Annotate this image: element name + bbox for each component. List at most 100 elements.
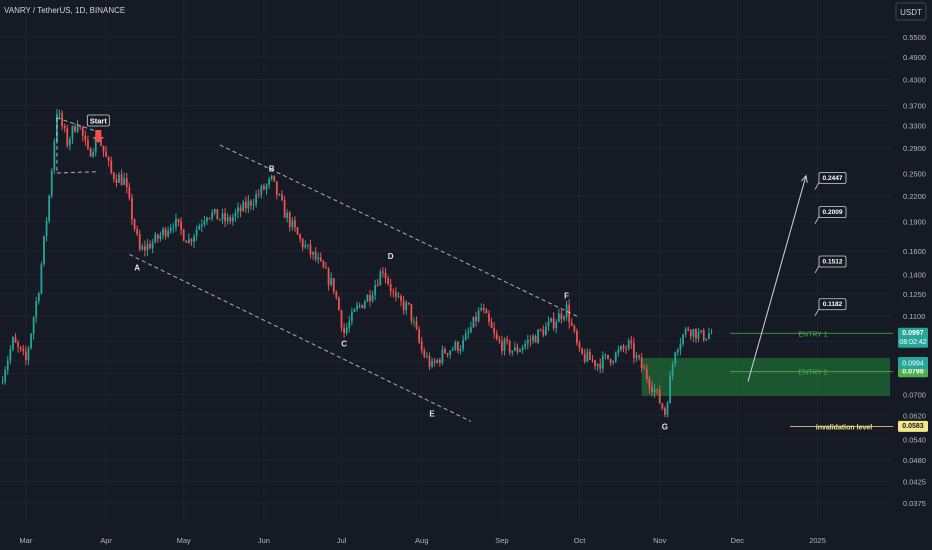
candle-body [131, 198, 133, 220]
candle-body [485, 309, 488, 314]
target-pointer [814, 308, 820, 316]
candle-body [436, 359, 439, 363]
candle-body [648, 379, 651, 388]
candle-body [208, 217, 211, 219]
candle-body [278, 194, 281, 196]
candle-body [664, 408, 666, 415]
candle-body [167, 231, 170, 237]
candle-body [444, 349, 446, 354]
candle-body [288, 212, 291, 228]
candle-body [454, 342, 457, 350]
candle-body [537, 329, 540, 343]
candle-body [457, 342, 459, 351]
pattern-lines [56, 117, 578, 422]
candle-body [123, 178, 126, 185]
candle-body [700, 330, 703, 332]
candle-body [563, 316, 565, 320]
candle-body [620, 346, 622, 351]
candle-body [570, 322, 573, 326]
candle-body [513, 347, 516, 351]
candle-body [511, 350, 514, 353]
candle-body [348, 321, 351, 328]
wave-label: C [341, 340, 347, 349]
candle-body [43, 235, 45, 265]
candle-body [309, 244, 312, 255]
candle-body [198, 225, 201, 230]
price-tick-label: 0.1100 [903, 312, 925, 321]
candle-body [322, 260, 325, 268]
candle-body [250, 200, 252, 206]
candle-body [625, 348, 628, 350]
candle-body [581, 348, 584, 354]
candles [1, 108, 713, 418]
candle-body [534, 336, 537, 343]
price-axis[interactable] [893, 0, 932, 550]
level-name: ENTRY 2 [798, 370, 827, 377]
candle-body [268, 178, 270, 185]
level-lines: ENTRY 1 ENTRY 2 invalidation level [730, 331, 895, 431]
candle-body [221, 213, 224, 220]
candle-body [270, 175, 273, 179]
candle-body [565, 304, 568, 317]
price-tick-label: 0.2200 [903, 192, 926, 201]
candle-body [428, 356, 431, 367]
candle-body [159, 234, 162, 239]
candle-body [669, 375, 671, 404]
target-label: 0.1512 [823, 258, 843, 265]
candle-body [247, 200, 250, 209]
candle-body [578, 342, 581, 349]
projection-arrow [747, 175, 807, 382]
candle-body [431, 361, 433, 367]
candle-body [547, 321, 550, 327]
wave-label: D [388, 252, 394, 261]
date-axis[interactable]: Mar Apr May Jun Jul Aug Sep Oct Nov Dec 2025 [19, 536, 825, 545]
candle-body [557, 313, 560, 323]
candle-body [583, 353, 586, 362]
candle-body [376, 285, 379, 286]
date-tick-label: Apr [100, 536, 112, 545]
candle-body [418, 329, 421, 342]
candle-body [552, 318, 555, 329]
candle-body [358, 304, 361, 306]
candle-body [402, 301, 405, 311]
wave-labels: Start A B C D E F G [86, 114, 668, 432]
price-tick-label: 0.2500 [903, 170, 926, 179]
candle-body [291, 220, 294, 228]
currency-label: USDT [900, 8, 922, 17]
entry-zone-rect [641, 357, 890, 396]
candle-body [707, 333, 710, 339]
target-label: 0.1182 [823, 301, 843, 308]
candle-body [30, 333, 32, 348]
candle-body [136, 229, 139, 235]
target-box [818, 172, 847, 184]
candle-body [71, 126, 74, 139]
candle-body [413, 321, 415, 323]
candle-body [503, 339, 506, 352]
level-name: invalidation level [816, 424, 872, 431]
last-price-tag-text: 0.0997 [902, 330, 924, 337]
candle-body [255, 194, 258, 205]
entry2-price-tag-text: 0.0799 [902, 368, 924, 375]
candle-body [45, 220, 48, 236]
candle-body [234, 212, 237, 218]
candle-body [66, 128, 69, 146]
candle-body [653, 389, 656, 393]
date-tick-label: Nov [653, 536, 667, 545]
candle-body [304, 245, 307, 248]
candle-body [601, 355, 604, 369]
candle-body [128, 187, 131, 199]
candle-body [327, 268, 330, 285]
currency-button[interactable] [895, 2, 927, 21]
candle-body [666, 403, 669, 415]
date-tick-label: Jul [337, 536, 347, 545]
candle-body [12, 337, 14, 350]
price-tick-label: 0.1400 [903, 270, 926, 279]
candle-body [257, 194, 260, 196]
candle-body [68, 138, 71, 146]
candle-body [242, 201, 245, 212]
start-marker-label: Start [90, 117, 108, 126]
grid-lines [0, 0, 890, 520]
candle-body [689, 330, 692, 337]
candle-body [187, 239, 190, 243]
